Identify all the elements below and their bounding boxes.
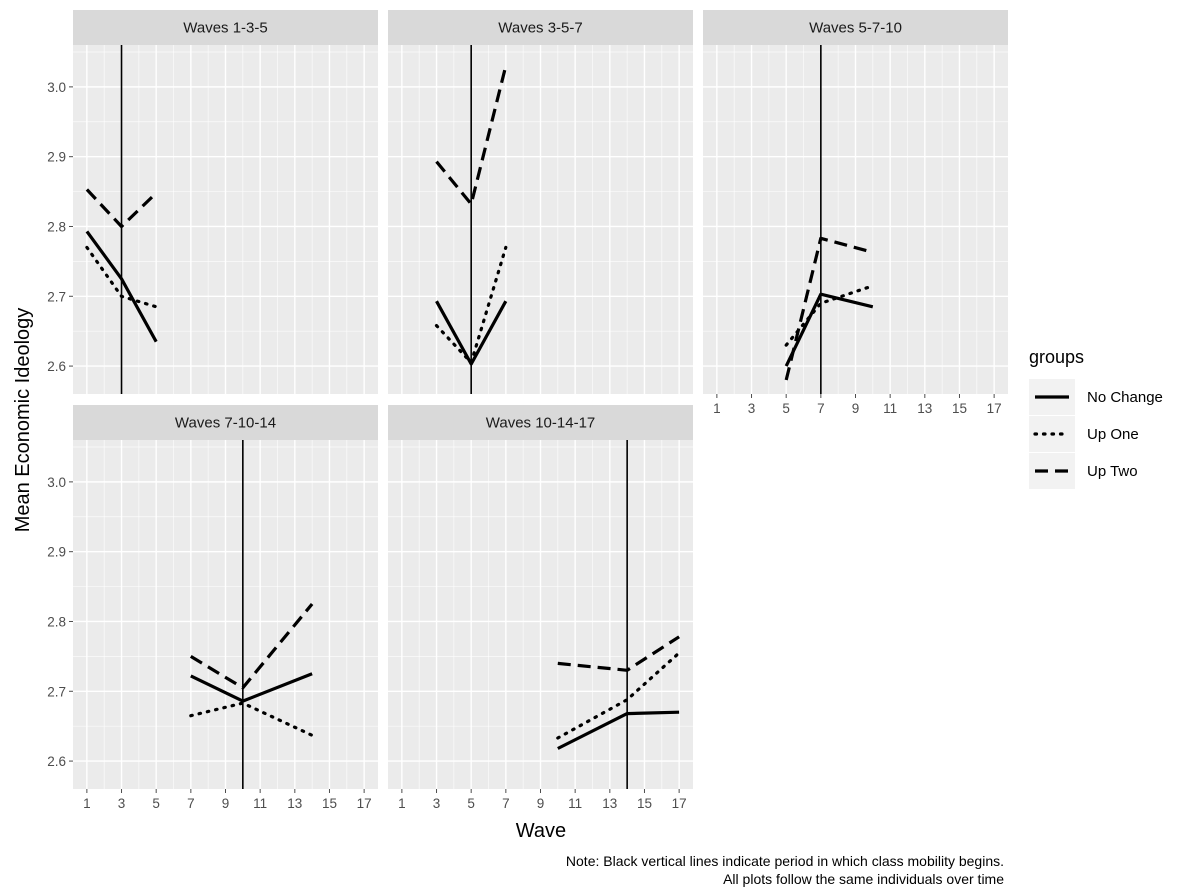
x-tick-label: 15 [637,796,652,811]
x-tick-label: 17 [672,796,687,811]
x-tick-label: 9 [537,796,545,811]
x-tick-label: 13 [287,796,302,811]
series-no-change [784,292,874,367]
panel-strip [703,10,1008,45]
x-tick-label: 11 [253,796,267,811]
panel-strip [388,405,693,440]
panel-strip [73,10,378,45]
y-tick-label: 2.6 [47,359,66,374]
x-tick-label: 3 [748,401,756,416]
legend-label: Up Two [1087,463,1138,480]
panel-4: Waves 7-10-142.62.72.82.93.01 3 5 7 9 11 13 15 1… [47,405,378,811]
x-tick-label: 17 [987,401,1002,416]
panel-1: Waves 1-3-5 2.6 2.7 2.8 2.9 3.0 [47,10,378,394]
panel-5: Waves 10-14-171 3 5 7 9 11 13 15 17 [388,405,693,811]
panel-strip [388,10,693,45]
series-no-change [190,672,313,703]
x-tick-label: 1 [83,796,91,811]
series-no-change [435,300,508,366]
panel-title: Waves 5-7-10 [809,20,902,37]
panel-title: Waves 7-10-14 [175,415,276,432]
x-axis-title: Wave [516,820,566,842]
series-up-one [189,701,314,737]
y-tick-label: 2.6 [47,754,66,769]
legend: groups No Change Up One Up Two [1029,347,1163,489]
y-tick-label: 2.9 [47,150,66,165]
series-no-change [557,710,680,750]
x-tick-label: 3 [118,796,126,811]
series-up-one [434,245,508,365]
x-tick-label: 1 [713,401,721,416]
x-tick-label: 9 [222,796,230,811]
series-up-two [784,236,874,381]
x-tick-label: 11 [883,401,897,416]
y-tick-label: 3.0 [47,80,66,95]
series-up-two [85,188,158,229]
y-tick-label: 3.0 [47,475,66,490]
legend-label: No Change [1087,389,1163,406]
series-no-change [85,230,158,343]
panel-3: Waves 5-7-101 3 5 7 9 11 13 15 17 [703,10,1008,416]
x-tick-label: 13 [602,796,617,811]
y-tick-label: 2.9 [47,545,66,560]
panel-title: Waves 3-5-7 [498,20,582,37]
series-up-two [557,635,680,672]
x-tick-label: 9 [852,401,860,416]
x-tick-label: 5 [152,796,160,811]
x-tick-label: 15 [322,796,337,811]
series-up-one [85,245,158,309]
x-tick-label: 7 [187,796,195,811]
x-tick-label: 5 [782,401,790,416]
x-tick-label: 5 [467,796,475,811]
y-tick-label: 2.8 [47,614,66,629]
x-tick-label: 7 [502,796,510,811]
y-tick-label: 2.7 [47,684,66,699]
panel-title: Waves 1-3-5 [183,20,267,37]
note-line-2: All plots follow the same individuals ov… [723,871,1004,887]
legend-label: Up One [1087,426,1139,443]
x-tick-label: 17 [357,796,372,811]
y-tick-label: 2.8 [47,219,66,234]
series-up-two [435,65,508,206]
note-line-1: Note: Black vertical lines indicate peri… [566,853,1004,869]
x-tick-label: 1 [398,796,406,811]
panel-title: Waves 10-14-17 [486,415,596,432]
x-tick-label: 13 [917,401,932,416]
series-up-one [556,651,681,740]
panel-2: Waves 3-5-7 [388,10,693,394]
y-axis-title: Mean Economic Ideology [12,308,34,533]
x-tick-label: 3 [433,796,441,811]
series-up-two [189,602,314,690]
x-tick-label: 11 [568,796,582,811]
panel-strip [73,405,378,440]
legend-title: groups [1029,347,1084,367]
y-tick-label: 2.7 [47,289,66,304]
x-tick-label: 15 [952,401,967,416]
x-tick-label: 7 [817,401,825,416]
